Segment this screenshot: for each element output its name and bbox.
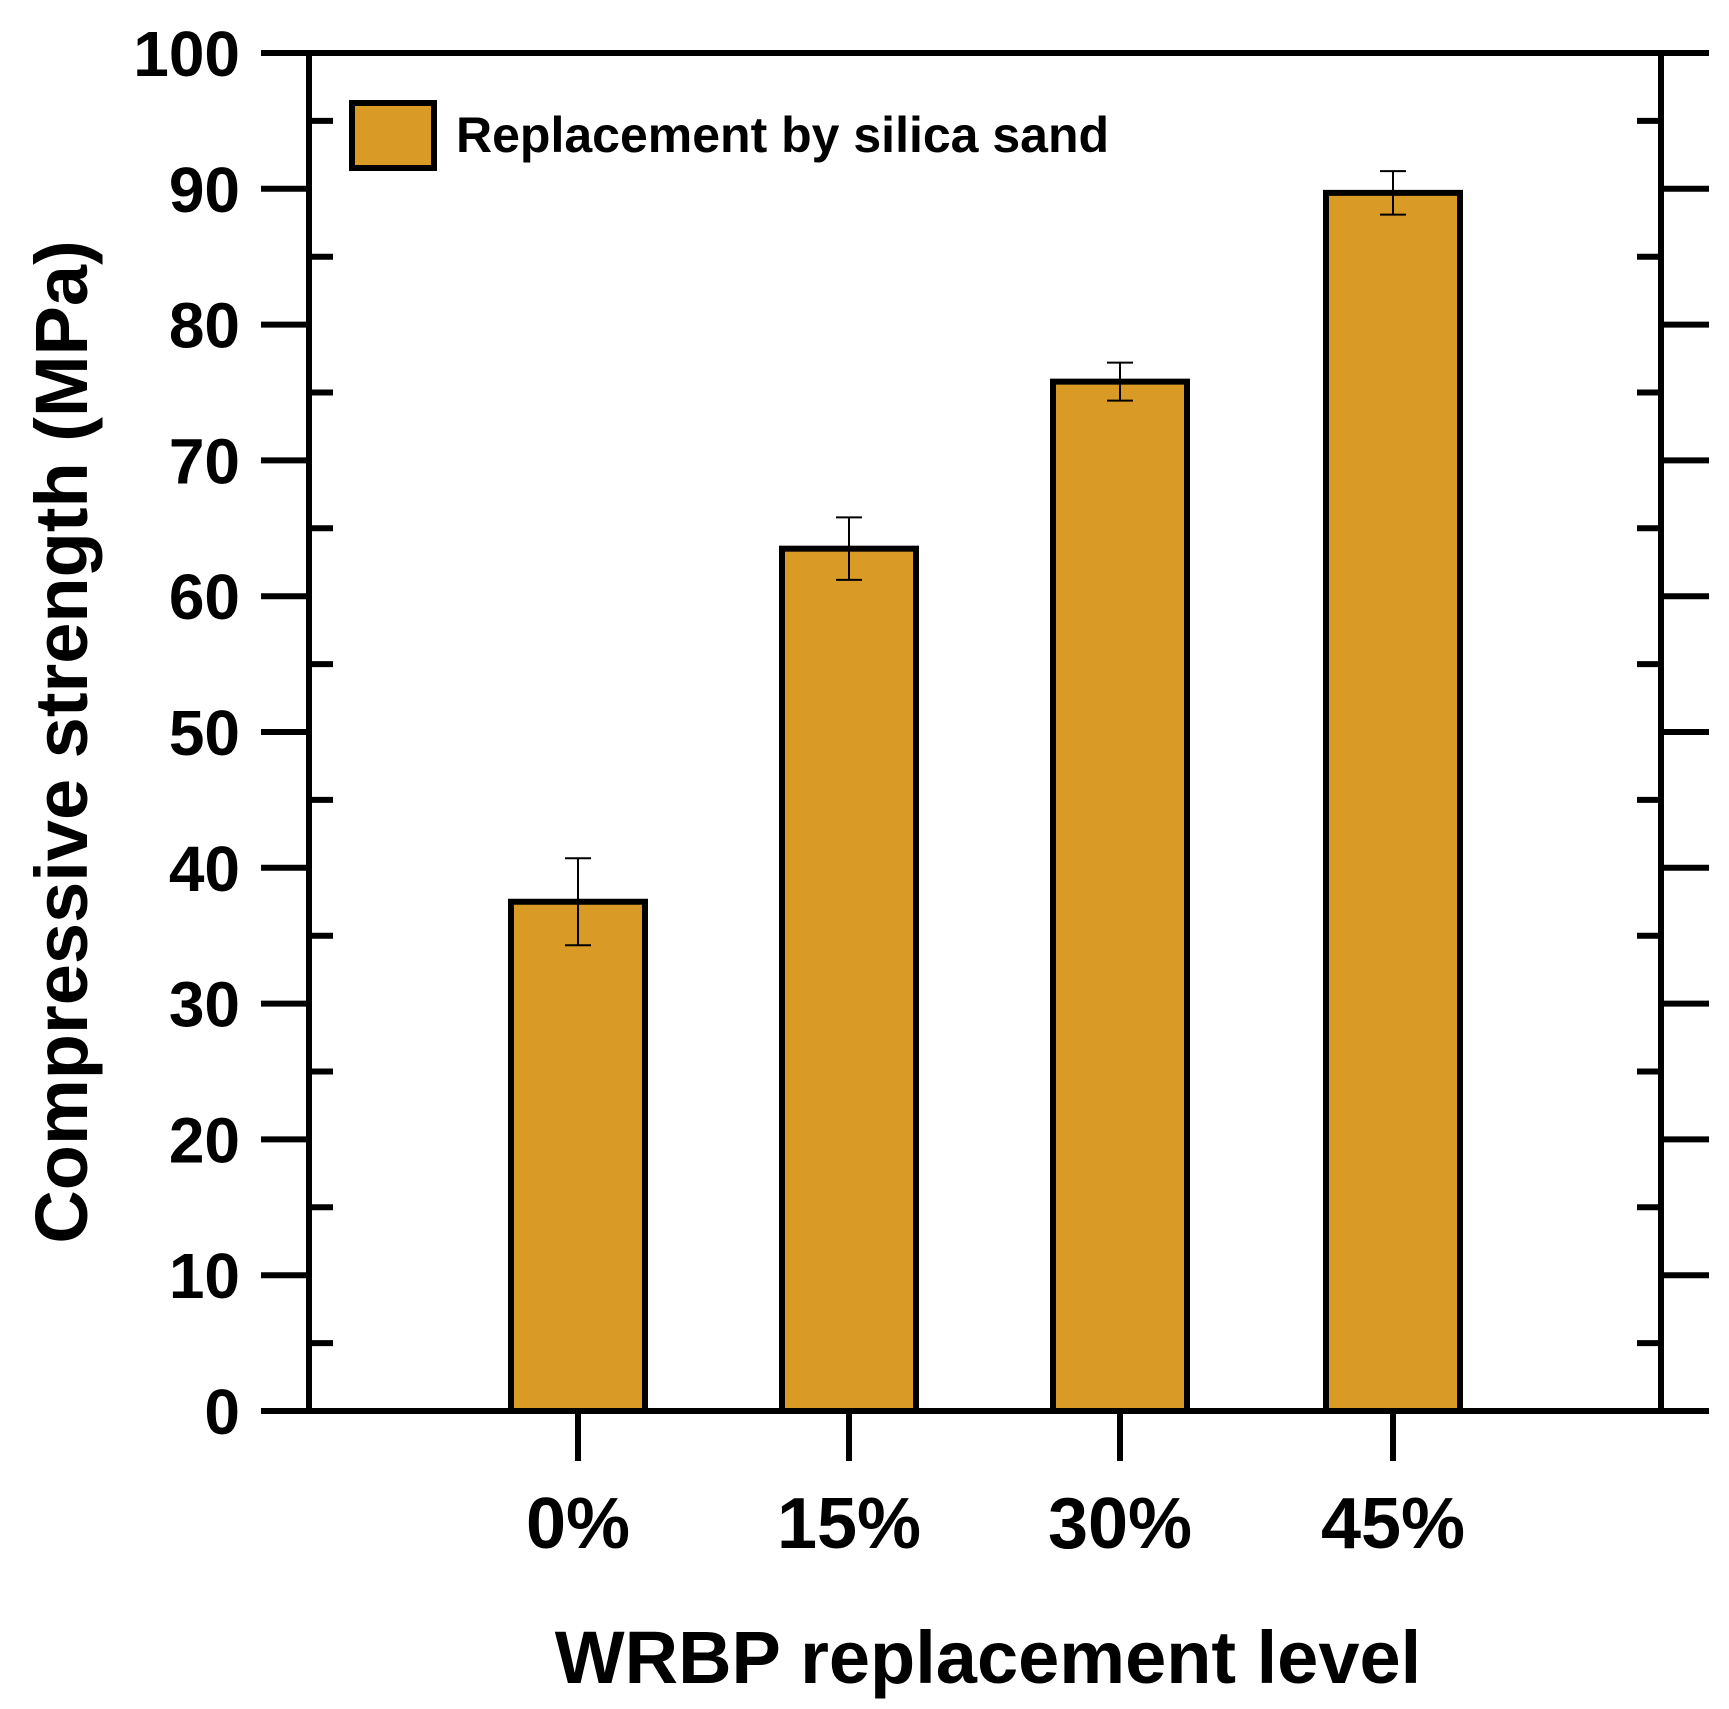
legend: Replacement by silica sand	[349, 100, 1109, 171]
legend-swatch	[349, 100, 437, 171]
bars	[508, 189, 1463, 1414]
y-tick-label: 20	[169, 1104, 240, 1176]
legend-label: Replacement by silica sand	[456, 107, 1109, 163]
x-axis-tick-labels: 0% 15% 30% 45%	[526, 1484, 1465, 1564]
y-axis-tick-labels: 0 10 20 30 40 50 60 70 80 90 100	[133, 18, 240, 1448]
x-axis-title: WRBP replacement level	[555, 1616, 1421, 1699]
x-tick-label: 45%	[1321, 1484, 1465, 1564]
y-tick-label: 0	[204, 1376, 240, 1448]
y-axis-title: Compressive strength (MPa)	[20, 240, 103, 1243]
y-axis-ticks	[261, 50, 1709, 1414]
y-tick-label: 90	[169, 154, 240, 226]
y-tick-label: 30	[169, 969, 240, 1041]
bar	[779, 545, 919, 1414]
bar	[508, 898, 648, 1414]
x-tick-label: 30%	[1048, 1484, 1192, 1564]
y-tick-label: 100	[133, 18, 240, 90]
bar	[1050, 378, 1190, 1414]
y-tick-label: 80	[169, 290, 240, 362]
y-tick-label: 60	[169, 561, 240, 633]
y-tick-label: 70	[169, 425, 240, 497]
x-tick-label: 0%	[526, 1484, 630, 1564]
error-bars	[565, 170, 1406, 947]
bar	[1323, 189, 1463, 1414]
y-tick-label: 10	[169, 1240, 240, 1312]
y-tick-label: 50	[169, 697, 240, 769]
x-tick-label: 15%	[777, 1484, 921, 1564]
x-axis-ticks	[575, 1411, 1396, 1461]
y-tick-label: 40	[169, 833, 240, 905]
